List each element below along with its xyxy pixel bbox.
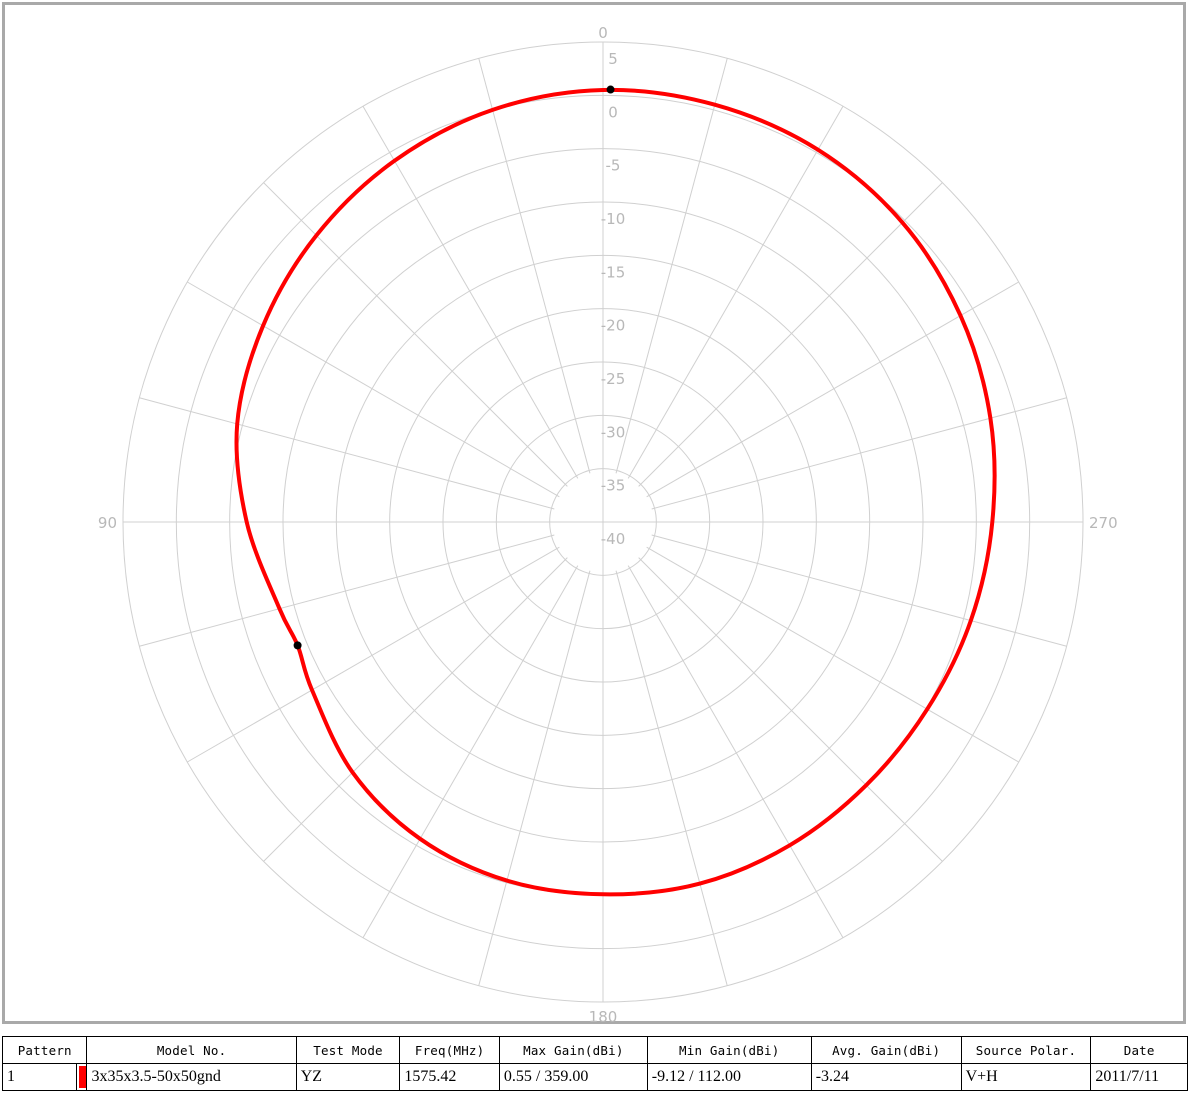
header-max-gain: Max Gain(dBi) xyxy=(498,1036,648,1064)
gain-markers xyxy=(293,85,615,650)
grid-spoke xyxy=(646,281,1019,498)
grid-spoke xyxy=(478,58,591,474)
cell-source-polar: V+H xyxy=(960,1063,1092,1091)
min-gain-marker xyxy=(293,641,302,650)
polar-grid xyxy=(122,41,1084,1003)
grid-spoke xyxy=(139,534,555,647)
radial-label: 0 xyxy=(608,103,618,121)
radial-label: -30 xyxy=(601,423,626,441)
grid-spoke xyxy=(615,570,728,986)
radial-label: -10 xyxy=(601,210,626,228)
grid-spoke xyxy=(627,565,844,938)
angle-label: 90 xyxy=(98,514,117,532)
legend-table: Pattern Model No. Test Mode Freq(MHz) Ma… xyxy=(1,1036,1188,1091)
radial-label: 5 xyxy=(608,50,618,68)
header-pattern: Pattern xyxy=(1,1036,88,1064)
radial-label: -35 xyxy=(601,477,626,495)
header-avg-gain: Avg. Gain(dBi) xyxy=(810,1036,962,1064)
cell-swatch xyxy=(76,1063,88,1091)
color-swatch xyxy=(79,1066,86,1088)
grid-spoke xyxy=(651,397,1067,510)
grid-spoke xyxy=(638,182,943,487)
angle-label: 180 xyxy=(589,1008,618,1022)
header-min-gain: Min Gain(dBi) xyxy=(646,1036,812,1064)
cell-date: 2011/7/11 xyxy=(1090,1063,1188,1091)
angle-label: 0 xyxy=(598,24,608,42)
radial-labels: 5 0 -5 -10 -15 -20 -25 -30 -35 -40 xyxy=(601,50,626,548)
grid-spoke xyxy=(651,534,1067,647)
cell-test-mode: YZ xyxy=(295,1063,401,1091)
radial-label: -40 xyxy=(601,530,626,548)
grid-spoke xyxy=(646,546,1019,763)
grid-spoke xyxy=(139,397,555,510)
angle-label: 270 xyxy=(1089,514,1118,532)
header-date: Date xyxy=(1090,1036,1188,1064)
pattern-trace xyxy=(234,87,997,897)
grid-spoke xyxy=(638,557,943,862)
cell-avg-gain: -3.24 xyxy=(810,1063,962,1091)
grid-spoke xyxy=(627,106,844,479)
header-source-polar: Source Polar. xyxy=(960,1036,1092,1064)
grid-spoke xyxy=(263,557,568,862)
radial-label: -5 xyxy=(606,157,621,175)
grid-spoke xyxy=(187,281,560,498)
radial-label: -20 xyxy=(601,317,626,335)
grid-spoke xyxy=(478,570,591,986)
cell-pattern: 1 xyxy=(1,1063,78,1091)
grid-spoke xyxy=(263,182,568,487)
cell-freq: 1575.42 xyxy=(399,1063,500,1091)
plot-frame: 5 0 -5 -10 -15 -20 -25 -30 -35 -40 0 90 180 270 xyxy=(2,2,1186,1024)
grid-spoke xyxy=(187,546,560,763)
radial-label: -25 xyxy=(601,370,626,388)
angle-labels: 0 90 180 270 xyxy=(98,24,1118,1022)
header-test-mode: Test Mode xyxy=(295,1036,401,1064)
legend-header-row: Pattern Model No. Test Mode Freq(MHz) Ma… xyxy=(1,1036,1188,1064)
grid-spoke xyxy=(362,106,579,479)
header-model-no: Model No. xyxy=(86,1036,297,1064)
legend-data-row: 1 3x35x3.5-50x50gnd YZ 1575.42 0.55 / 35… xyxy=(1,1063,1188,1091)
header-freq: Freq(MHz) xyxy=(399,1036,500,1064)
grid-spoke xyxy=(615,58,728,474)
grid-spoke xyxy=(362,565,579,938)
cell-model-no: 3x35x3.5-50x50gnd xyxy=(86,1063,297,1091)
cell-max-gain: 0.55 / 359.00 xyxy=(498,1063,648,1091)
pattern-curve xyxy=(234,87,997,897)
radial-label: -15 xyxy=(601,263,626,281)
cell-min-gain: -9.12 / 112.00 xyxy=(646,1063,812,1091)
max-gain-marker xyxy=(606,85,615,94)
